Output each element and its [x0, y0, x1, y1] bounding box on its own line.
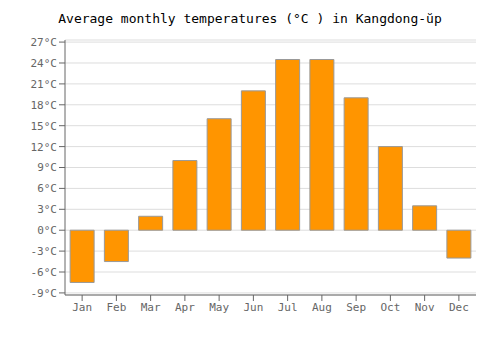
html-text:Average monthly temperatures (: Average monthly temperatures (°C ) in Ka…	[58, 11, 442, 26]
svg-text:Sep: Sep	[346, 301, 366, 314]
svg-text:15°C: 15°C	[31, 120, 58, 133]
svg-text:-9°C: -9°C	[31, 287, 58, 300]
svg-text:18°C: 18°C	[31, 99, 58, 112]
svg-text:6°C: 6°C	[37, 182, 57, 195]
svg-text:-3°C: -3°C	[31, 245, 58, 258]
svg-text:Dec: Dec	[449, 301, 469, 314]
svg-text:Apr: Apr	[175, 301, 195, 314]
svg-text:12°C: 12°C	[31, 141, 58, 154]
svg-text:May: May	[209, 301, 229, 314]
svg-text:Jan: Jan	[72, 301, 92, 314]
svg-text:Aug: Aug	[312, 301, 332, 314]
svg-text:Feb: Feb	[106, 301, 126, 314]
svg-text:-6°C: -6°C	[31, 266, 58, 279]
svg-text:24°C: 24°C	[31, 57, 58, 70]
svg-text:9°C: 9°C	[37, 161, 57, 174]
svg-text:Jul: Jul	[278, 301, 298, 314]
svg-text:Mar: Mar	[141, 301, 161, 314]
svg-text:Oct: Oct	[380, 301, 400, 314]
svg-text:Jun: Jun	[243, 301, 263, 314]
svg-text:27°C: 27°C	[31, 36, 58, 49]
svg-text:0°C: 0°C	[37, 224, 57, 237]
svg-text:Nov: Nov	[415, 301, 435, 314]
svg-text:3°C: 3°C	[37, 203, 57, 216]
svg-text:21°C: 21°C	[31, 78, 58, 91]
